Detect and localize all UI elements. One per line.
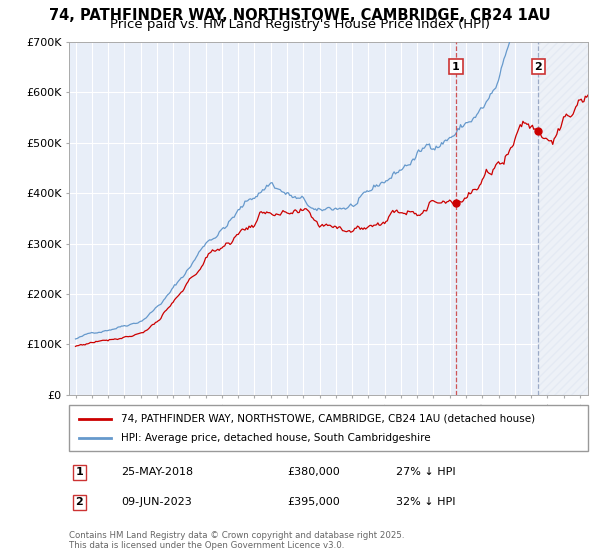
- Text: 74, PATHFINDER WAY, NORTHSTOWE, CAMBRIDGE, CB24 1AU (detached house): 74, PATHFINDER WAY, NORTHSTOWE, CAMBRIDG…: [121, 414, 535, 424]
- Text: Contains HM Land Registry data © Crown copyright and database right 2025.
This d: Contains HM Land Registry data © Crown c…: [69, 530, 404, 550]
- Text: Price paid vs. HM Land Registry's House Price Index (HPI): Price paid vs. HM Land Registry's House …: [110, 18, 490, 31]
- Bar: [538, 42, 600, 395]
- Text: 27% ↓ HPI: 27% ↓ HPI: [396, 467, 455, 477]
- Text: 74, PATHFINDER WAY, NORTHSTOWE, CAMBRIDGE, CB24 1AU: 74, PATHFINDER WAY, NORTHSTOWE, CAMBRIDG…: [49, 8, 551, 24]
- Text: HPI: Average price, detached house, South Cambridgeshire: HPI: Average price, detached house, Sout…: [121, 433, 431, 443]
- Text: 09-JUN-2023: 09-JUN-2023: [121, 497, 191, 507]
- Text: 1: 1: [76, 467, 83, 477]
- Bar: [538, 42, 600, 395]
- Text: £380,000: £380,000: [287, 467, 340, 477]
- Text: £395,000: £395,000: [287, 497, 340, 507]
- Text: 1: 1: [452, 62, 460, 72]
- Text: 2: 2: [76, 497, 83, 507]
- Text: 2: 2: [535, 62, 542, 72]
- Text: 25-MAY-2018: 25-MAY-2018: [121, 467, 193, 477]
- Text: 32% ↓ HPI: 32% ↓ HPI: [396, 497, 455, 507]
